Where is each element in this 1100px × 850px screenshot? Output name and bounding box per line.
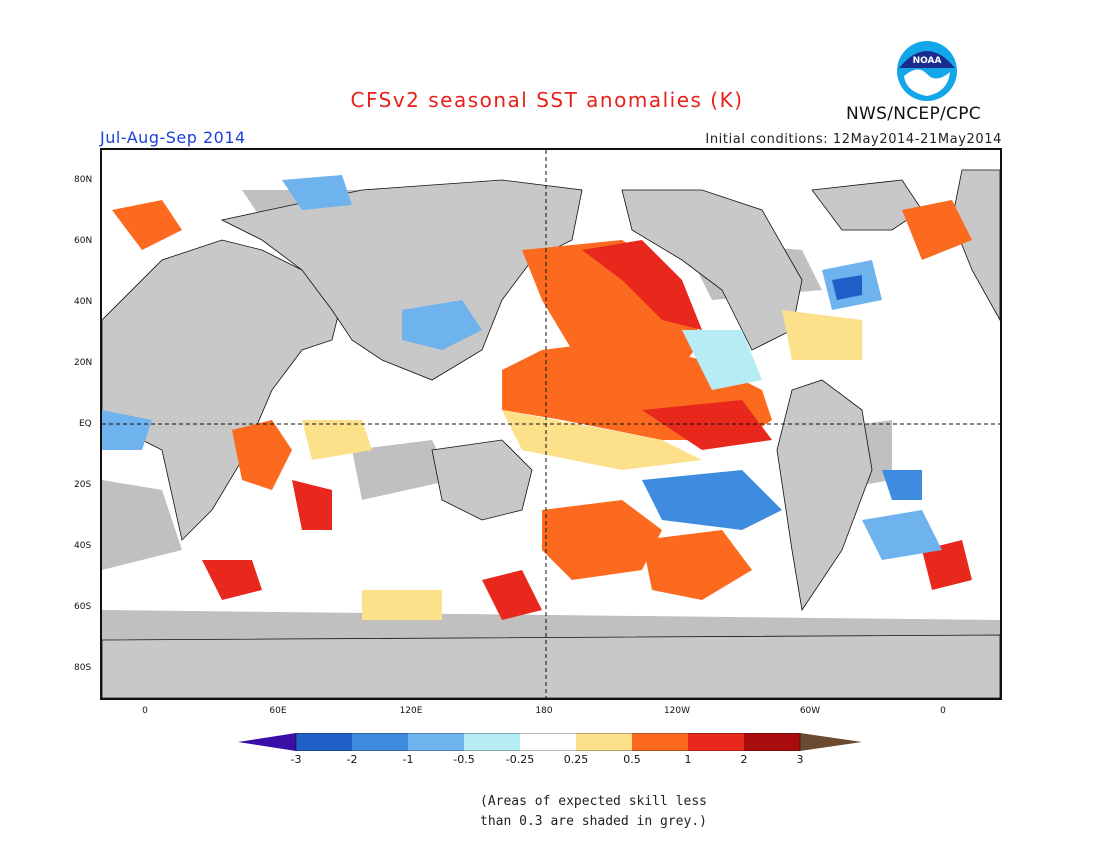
colorbar-low-arrow: [238, 733, 296, 751]
lat-label: 80N: [74, 175, 93, 185]
land: [102, 169, 1000, 698]
lon-label: 60E: [269, 706, 287, 716]
agency-label: NWS/NCEP/CPC: [846, 104, 981, 124]
lon-label: 0: [940, 706, 946, 716]
lat-label: 60S: [74, 602, 92, 612]
lat-label: 80S: [74, 663, 92, 673]
lat-label: 20S: [74, 480, 92, 490]
sst-anomaly-map: [100, 148, 1002, 700]
lon-label: 180: [535, 706, 553, 716]
colorbar-tick: -0.25: [505, 753, 535, 766]
colorbar-tick: -0.5: [453, 753, 475, 766]
colorbar-segment: [744, 733, 800, 751]
lat-label: 40S: [74, 541, 92, 551]
map-canvas: [102, 150, 1000, 698]
skill-note-line: (Areas of expected skill less: [480, 794, 707, 809]
colorbar-tick: -2: [346, 753, 358, 766]
colorbar-high-arrow: [800, 733, 862, 751]
lon-label: 120E: [399, 706, 423, 716]
colorbar: [238, 733, 862, 751]
lat-label: 40N: [74, 297, 93, 307]
colorbar-segment: [520, 733, 576, 751]
lon-label: 0: [142, 706, 148, 716]
colorbar-tick: 2: [740, 753, 748, 766]
warm-anomalies: [112, 200, 972, 620]
season-label: Jul-Aug-Sep 2014: [100, 128, 246, 147]
lat-label: EQ: [79, 419, 92, 429]
lon-label: 60W: [799, 706, 821, 716]
colorbar-tick: 0.25: [563, 753, 589, 766]
colorbar-segment: [576, 733, 632, 751]
skill-note: (Areas of expected skill less than 0.3 a…: [480, 792, 707, 832]
map-title: CFSv2 seasonal SST anomalies (K): [350, 88, 744, 112]
noaa-logo: NOAA: [897, 41, 957, 101]
lat-label: 60N: [74, 236, 93, 246]
colorbar-segment: [688, 733, 744, 751]
colorbar-tick: 3: [796, 753, 804, 766]
skill-note-line: than 0.3 are shaded in grey.): [480, 814, 707, 829]
colorbar-tick: -3: [290, 753, 302, 766]
colorbar-segment: [408, 733, 464, 751]
lon-label: 120W: [663, 706, 691, 716]
colorbar-tick: 0.5: [623, 753, 641, 766]
lat-label: 20N: [74, 358, 93, 368]
colorbar-segment: [352, 733, 408, 751]
colorbar-segment: [632, 733, 688, 751]
colorbar-segment: [296, 733, 352, 751]
colorbar-tick: 1: [684, 753, 692, 766]
light-warm-anomalies: [302, 310, 862, 620]
svg-text:NOAA: NOAA: [913, 56, 942, 66]
colorbar-segment: [464, 733, 520, 751]
colorbar-tick: -1: [402, 753, 414, 766]
cool-anomalies: [102, 175, 942, 560]
initial-conditions: Initial conditions: 12May2014-21May2014: [705, 132, 1002, 147]
